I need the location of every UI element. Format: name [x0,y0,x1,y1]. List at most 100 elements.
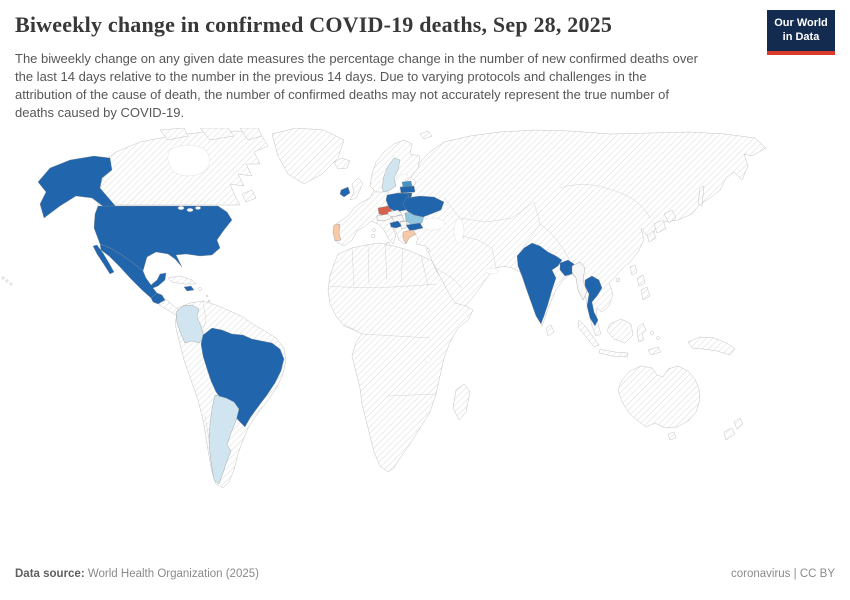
owid-logo-stripe [767,50,835,55]
island-iceland [333,157,351,170]
landmass-greenland [271,127,345,185]
border-line [420,254,429,287]
island-new-guinea [687,336,736,356]
island-madagascar [452,383,471,421]
country-brazil[interactable] [200,327,285,428]
landmass-africa [327,242,474,473]
chart-footer: Data source: World Health Organization (… [15,568,835,580]
aral-sea [469,209,475,217]
country-mexico[interactable] [99,243,167,299]
country-bulgaria[interactable] [405,222,424,232]
great-lake [195,206,201,210]
island-hainan [615,277,621,283]
owid-logo-line1: Our World [774,17,828,29]
country-austria[interactable] [376,213,393,222]
arctic-island [239,127,263,141]
country-poland[interactable] [385,192,411,213]
country-sweden[interactable] [381,157,401,193]
page-title: Biweekly change in confirmed COVID-19 de… [15,12,613,37]
border-line [343,323,431,339]
island-sakhalin [697,185,705,207]
island-antilles [207,299,211,303]
island-puerto-rico [198,287,202,291]
border-line [351,247,355,287]
owid-logo[interactable]: Our World in Data [767,10,835,55]
persian-gulf [485,267,499,275]
country-guatemala[interactable] [150,292,166,305]
island-cyprus [426,248,430,252]
island-sumatra [577,319,600,348]
great-lake [186,208,194,212]
border-line [443,197,535,223]
country-croatia[interactable] [389,220,403,229]
landmass-australia [617,365,701,429]
island-sicily [385,241,391,247]
country-greece[interactable] [402,229,417,245]
island-japan [653,219,667,234]
country-myanmar[interactable] [571,261,588,301]
map-legend: No data -100%-50%-25%-10%0%10%25%50%100% [0,500,850,555]
island-japan [646,230,657,243]
arctic-island [199,127,235,141]
border-line [367,244,370,285]
island-uk [349,177,364,201]
island-hawaii [1,276,5,280]
border-line [387,393,437,397]
country-india[interactable] [516,242,563,325]
country-bangladesh[interactable] [559,259,575,277]
footer-links[interactable]: coronavirus | CC BY [731,568,835,580]
island-philippines [640,286,651,301]
island-japan [663,209,677,224]
chart-subtitle: The biweekly change on any given date me… [15,51,698,120]
site-link[interactable]: coronavirus [730,568,791,580]
island-corsica [372,228,376,232]
island-new-zealand [723,427,736,441]
country-hungary[interactable] [391,214,405,224]
country-argentina[interactable] [208,394,240,485]
world-map-svg [1,127,767,489]
island-timor [647,346,662,356]
lake-victoria [424,356,432,364]
country-ireland[interactable] [339,186,351,198]
country-mexico-baja[interactable] [92,244,115,275]
island-svalbard [419,130,433,140]
border-line [435,267,463,289]
island-philippines [636,274,646,287]
arctic-island [159,127,189,141]
island-new-zealand [733,417,744,430]
data-source-label: Data source: [15,568,85,580]
island-sardinia [370,233,376,239]
island-taiwan [629,264,638,276]
island-sulawesi [636,322,647,343]
country-portugal[interactable] [332,223,342,242]
island-java [598,348,629,358]
caspian-sea [453,218,465,244]
border-line [461,235,497,269]
border-line [559,184,613,191]
license-link[interactable]: CC BY [799,568,835,580]
border-line [400,247,404,283]
country-latvia[interactable] [399,185,416,194]
country-dominican-republic[interactable] [183,285,195,292]
island-moluccas [656,336,660,340]
hudson-bay [167,144,210,177]
country-thailand[interactable] [584,275,603,327]
footer-divider: | [793,568,797,580]
island-hawaii [9,282,13,286]
island-sri-lanka [545,324,555,337]
island-tasmania [667,431,677,441]
border-line [329,283,437,288]
country-ukraine[interactable] [402,195,445,218]
island-cuba [167,275,197,285]
data-source-value: World Health Organization (2025) [87,568,259,580]
border-line [204,415,210,440]
data-source: Data source: World Health Organization (… [15,568,259,580]
owid-logo-line2: in Data [782,30,820,43]
island-antilles [205,294,209,298]
owid-logo-box: Our World in Data [767,10,835,51]
border-line [611,189,651,219]
landmass-newfoundland [241,189,257,203]
world-map [0,127,850,500]
island-moluccas [650,331,654,335]
